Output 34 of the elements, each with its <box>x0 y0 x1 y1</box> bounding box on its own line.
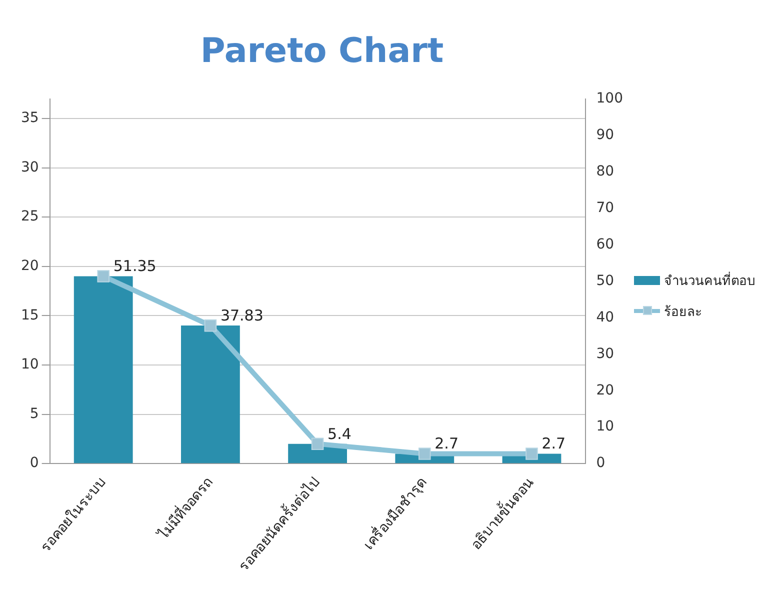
y2-tick-label: 60 <box>596 236 614 252</box>
y-tick-label: 5 <box>30 406 39 422</box>
y2-tick-label: 50 <box>596 272 614 289</box>
data-label: 2.7 <box>542 434 566 453</box>
y2-tick-label: 70 <box>596 200 614 216</box>
y2-tick-label: 90 <box>596 126 614 143</box>
data-label: 37.83 <box>220 306 264 324</box>
y2-tick-label: 20 <box>596 382 614 398</box>
y2-tick-label: 80 <box>596 163 614 180</box>
y2-tick-label: 100 <box>596 90 624 106</box>
y2-tick-label: 40 <box>596 309 614 326</box>
data-label: 51.35 <box>113 257 156 276</box>
y-tick-label: 10 <box>20 356 39 373</box>
data-label: 2.7 <box>434 434 458 453</box>
y-tick-label: 35 <box>20 110 39 126</box>
point <box>97 270 110 282</box>
chart-title: Pareto Chart <box>200 31 444 72</box>
data-label: 5.4 <box>328 424 352 443</box>
legend-label: ร้อยละ <box>664 304 702 322</box>
y-tick-label: 15 <box>20 307 39 324</box>
point <box>526 448 538 460</box>
point <box>204 319 217 332</box>
point <box>311 438 324 450</box>
bar <box>181 326 240 464</box>
y-tick-label: 25 <box>20 208 39 225</box>
point <box>418 448 431 460</box>
y2-tick-label: 0 <box>596 455 606 472</box>
y-tick-label: 20 <box>20 258 39 274</box>
bar <box>74 276 133 464</box>
y-tick-label: 30 <box>20 159 39 176</box>
y2-tick-label: 30 <box>596 346 614 362</box>
legend-label: จำนวนคนที่ตอบ <box>664 270 755 290</box>
y2-tick-label: 10 <box>596 418 614 435</box>
y-tick-label: 0 <box>30 455 39 472</box>
